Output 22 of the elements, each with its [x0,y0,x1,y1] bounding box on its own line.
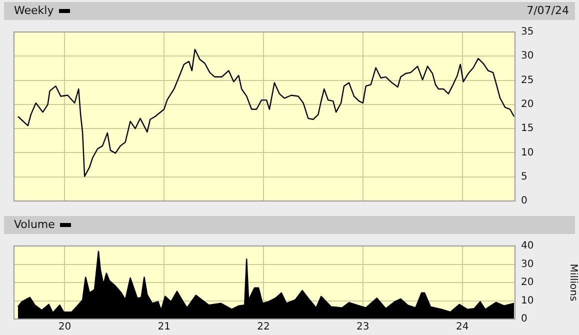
chart-title: Weekly [14,3,55,19]
x-tick-label: 24 [456,322,469,333]
y-tick-label: 40 [521,240,534,252]
y-tick-label: 10 [521,295,534,306]
x-tick-label: 20 [58,322,72,333]
y-axis-title: Millions [567,264,578,302]
x-tick-label: 22 [257,322,270,333]
x-tick-label: 21 [158,322,170,333]
x-tick-label: 23 [356,322,370,333]
y-tick-label: 35 [521,26,534,38]
text: 7/07/24 [526,3,569,19]
chart-title: Volume [14,217,56,233]
y-tick-label: 30 [521,258,534,270]
y-tick-label: 15 [521,123,534,134]
y-tick-label: 10 [521,147,534,158]
y-tick-label: 20 [521,277,534,288]
y-tick-label: 5 [521,171,528,182]
y-tick-label: 0 [521,314,528,325]
y-tick-label: 0 [521,196,528,207]
y-tick-label: 25 [521,74,534,86]
y-tick-label: 30 [521,50,534,62]
y-tick-label: 20 [521,99,534,110]
